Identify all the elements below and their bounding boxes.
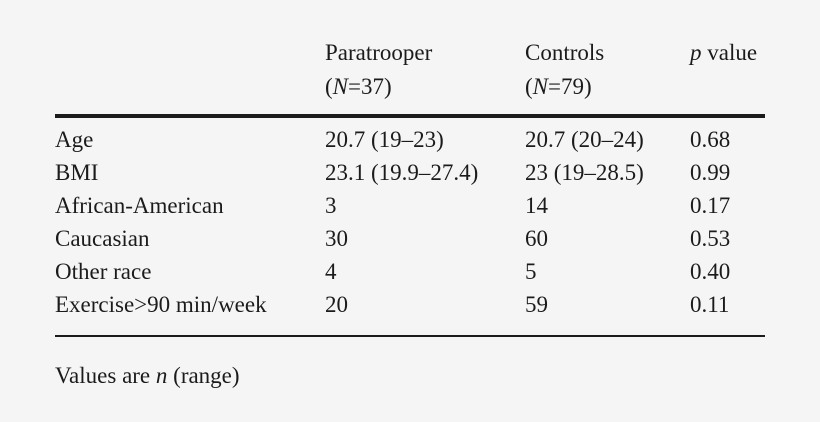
cell-p-value: 0.17 [690,193,731,218]
row-label: Exercise>90 min/week [55,292,267,317]
table-row: Age 20.7 (19–23) 20.7 (20–24) 0.68 [55,123,765,156]
cell-paratrooper: 30 [325,226,348,251]
cell-p-value: 0.53 [690,226,731,251]
demographics-table: Paratrooper (N=37) Controls (N=79) p val… [55,36,765,392]
cell-paratrooper: 20.7 (19–23) [325,127,444,152]
cell-paratrooper: 3 [325,193,337,218]
n-symbol: N [532,74,549,99]
footnote-post: (range) [167,363,240,388]
row-label: Other race [55,259,152,284]
p-symbol: p [690,40,702,65]
header-paratrooper-line2: (N=37) [325,70,525,104]
row-label: Caucasian [55,226,150,251]
p-value-rest: value [701,40,758,65]
paren-rest: =79) [548,74,592,99]
cell-controls: 23 (19–28.5) [525,160,644,185]
header-empty-cell [55,36,325,104]
cell-p-value: 0.99 [690,160,731,185]
table-row: Other race 4 5 0.40 [55,255,765,288]
table-row: African-American 3 14 0.17 [55,189,765,222]
table-row: Exercise>90 min/week 20 59 0.11 [55,288,765,321]
paren-rest: =37) [348,74,392,99]
header-controls-line2: (N=79) [525,70,690,104]
cell-controls: 20.7 (20–24) [525,127,644,152]
table-footnote: Values are n (range) [55,359,765,392]
header-paratrooper: Paratrooper (N=37) [325,36,525,104]
table-header-row: Paratrooper (N=37) Controls (N=79) p val… [55,36,765,118]
cell-paratrooper: 23.1 (19.9–27.4) [325,160,479,185]
header-controls: Controls (N=79) [525,36,690,104]
cell-paratrooper: 20 [325,292,348,317]
cell-controls: 59 [525,292,548,317]
paren-open: ( [325,74,333,99]
row-label: Age [55,127,94,152]
row-label: African-American [55,193,224,218]
paren-open: ( [525,74,533,99]
table-row: Caucasian 30 60 0.53 [55,222,765,255]
cell-paratrooper: 4 [325,259,337,284]
cell-controls: 5 [525,259,537,284]
cell-controls: 14 [525,193,548,218]
cell-p-value: 0.68 [690,127,731,152]
table-row: BMI 23.1 (19.9–27.4) 23 (19–28.5) 0.99 [55,156,765,189]
table-body: Age 20.7 (19–23) 20.7 (20–24) 0.68 BMI 2… [55,118,765,337]
footnote-pre: Values are [55,363,156,388]
header-controls-line1: Controls [525,40,605,65]
cell-p-value: 0.11 [690,292,730,317]
header-p-value: p value [690,36,765,104]
footnote-n-symbol: n [155,363,168,388]
n-symbol: N [332,74,349,99]
row-label: BMI [55,160,99,185]
cell-p-value: 0.40 [690,259,731,284]
header-paratrooper-line1: Paratrooper [325,40,433,65]
cell-controls: 60 [525,226,548,251]
